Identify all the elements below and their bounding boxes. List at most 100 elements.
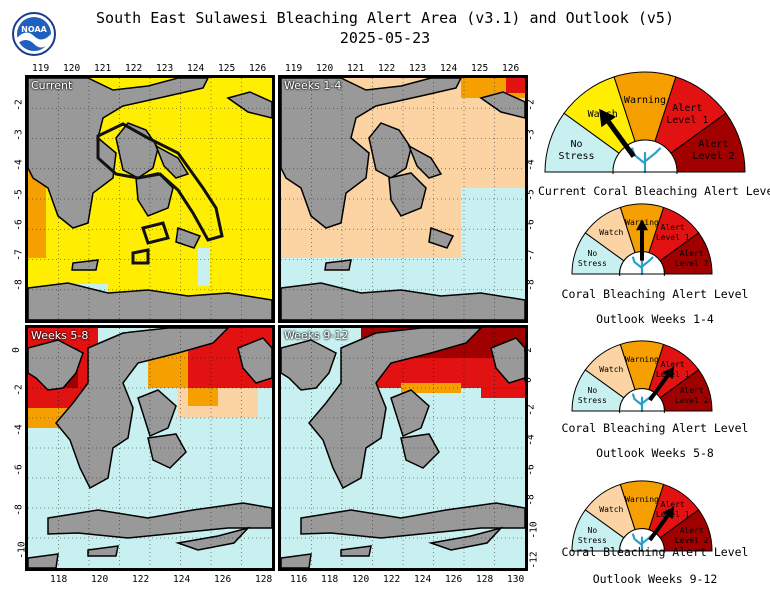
gauge-level-label: Level 2 bbox=[692, 151, 734, 162]
gauge-level-label: Alert bbox=[680, 249, 704, 258]
graticule bbox=[28, 328, 272, 568]
landmass bbox=[137, 389, 177, 438]
panel-label: Weeks 1-4 bbox=[284, 79, 342, 92]
tick-label: 126 bbox=[214, 574, 232, 585]
tick-label: -7 bbox=[13, 249, 25, 261]
tick-label: -2 bbox=[525, 404, 537, 416]
gauge-level-label: No bbox=[588, 386, 598, 395]
coral-icon bbox=[631, 533, 654, 553]
tick-label: 123 bbox=[156, 63, 174, 74]
gauge-subcaption: Outlook Weeks 1-4 bbox=[596, 312, 714, 326]
no-stress-zone bbox=[198, 248, 210, 286]
landmass bbox=[300, 502, 525, 539]
gauge-needle bbox=[648, 506, 675, 542]
gauge-level-label: No bbox=[588, 526, 598, 535]
gauge-caption: Coral Bleaching Alert Level bbox=[561, 421, 749, 435]
gauge-subcaption: Outlook Weeks 9-12 bbox=[592, 572, 718, 586]
tick-label: -8 bbox=[13, 279, 25, 291]
gauge-level-label: Warning bbox=[624, 95, 666, 106]
tick-label: 130 bbox=[507, 574, 525, 585]
tick-label: 123 bbox=[409, 63, 427, 74]
tick-label: -5 bbox=[13, 189, 25, 201]
gauge-level-label: Alert bbox=[661, 500, 685, 509]
panel-label: Weeks 5-8 bbox=[31, 329, 89, 342]
alert-gauge: NoStressWatchWarningAlertLevel 1AlertLev… bbox=[571, 203, 713, 276]
tick-label: 118 bbox=[321, 574, 339, 585]
tick-label: -2 bbox=[13, 384, 25, 396]
gauge-level-label: Alert bbox=[680, 386, 704, 395]
landmass bbox=[407, 144, 443, 179]
tick-label: 119 bbox=[32, 63, 50, 74]
coral-icon bbox=[631, 256, 654, 276]
gauge-needle bbox=[599, 108, 636, 158]
landmass bbox=[428, 526, 504, 551]
alert-gauge: NoStressWatchWarningAlertLevel 1AlertLev… bbox=[571, 480, 713, 553]
gauge-level-label: No bbox=[588, 249, 598, 258]
gauge-level-label: Warning bbox=[625, 495, 659, 504]
tick-label: 126 bbox=[502, 63, 520, 74]
tick-label: 121 bbox=[94, 63, 112, 74]
gauge-level-label: Level 2 bbox=[675, 396, 709, 405]
landmass bbox=[71, 259, 99, 271]
no-stress-zone bbox=[461, 188, 525, 278]
landmass bbox=[28, 553, 59, 568]
tick-label: -3 bbox=[525, 129, 537, 141]
tick-label: -8 bbox=[13, 504, 25, 516]
gauge-caption: Current Coral Bleaching Alert Level bbox=[538, 184, 770, 198]
gauge-caption: Coral Bleaching Alert Level bbox=[561, 545, 749, 559]
landmass bbox=[390, 389, 430, 438]
gauge-level-label: Alert bbox=[698, 139, 728, 150]
gauge-level-label: Level 2 bbox=[675, 259, 709, 268]
tick-label: -4 bbox=[13, 424, 25, 436]
gauge-level-label: Stress bbox=[578, 259, 607, 268]
alert1-zone bbox=[506, 78, 525, 93]
tick-label: -6 bbox=[13, 219, 25, 231]
gauge-level-label: Level 1 bbox=[656, 233, 690, 242]
tick-label: -10 bbox=[528, 521, 540, 539]
tick-label: 125 bbox=[218, 63, 236, 74]
tick-label: 124 bbox=[187, 63, 205, 74]
tick-label: -5 bbox=[525, 189, 537, 201]
panel-label: Weeks 9-12 bbox=[284, 329, 349, 342]
landmass bbox=[490, 337, 525, 384]
landmass bbox=[368, 122, 412, 179]
alert-area-outline bbox=[141, 221, 170, 245]
tick-label: -4 bbox=[13, 159, 25, 171]
coral-icon bbox=[631, 393, 654, 413]
landmass bbox=[237, 337, 272, 384]
noaa-logo: NOAA bbox=[12, 12, 56, 60]
tick-label: -8 bbox=[525, 494, 537, 506]
landmass bbox=[428, 226, 455, 249]
gauge-level-label: Level 2 bbox=[675, 536, 709, 545]
landmass bbox=[388, 172, 427, 217]
tick-label: 126 bbox=[445, 574, 463, 585]
tick-label: -12 bbox=[528, 551, 540, 569]
tick-label: -2 bbox=[13, 99, 25, 111]
tick-label: 122 bbox=[132, 574, 150, 585]
tick-label: 128 bbox=[476, 574, 494, 585]
gauge-caption: Coral Bleaching Alert Level bbox=[561, 287, 749, 301]
landmass bbox=[308, 328, 483, 490]
tick-label: -6 bbox=[525, 464, 537, 476]
tick-label: 125 bbox=[471, 63, 489, 74]
panel-label: Current bbox=[31, 79, 73, 92]
page-date: 2025-05-23 bbox=[339, 29, 431, 47]
landmass bbox=[226, 91, 272, 119]
alert-gauge: NoStressWatchWarningAlertLevel 1AlertLev… bbox=[544, 71, 746, 174]
gauge-level-label: Stress bbox=[558, 151, 594, 162]
map-panel-current: Current bbox=[25, 75, 275, 323]
tick-label: 119 bbox=[285, 63, 303, 74]
tick-label: 116 bbox=[290, 574, 308, 585]
tick-label: -6 bbox=[525, 219, 537, 231]
landmass bbox=[47, 502, 272, 539]
graticule bbox=[281, 78, 525, 320]
gauge-level-label: Alert bbox=[672, 103, 702, 114]
landmass bbox=[175, 526, 251, 551]
landmass bbox=[28, 339, 84, 391]
graticule bbox=[281, 328, 525, 568]
tick-label: 124 bbox=[440, 63, 458, 74]
gauge-subcaption: Outlook Weeks 5-8 bbox=[596, 446, 714, 460]
landmass bbox=[479, 91, 525, 119]
tick-label: 121 bbox=[347, 63, 365, 74]
map-panel-weeks-1-4: Weeks 1-4 bbox=[278, 75, 528, 323]
